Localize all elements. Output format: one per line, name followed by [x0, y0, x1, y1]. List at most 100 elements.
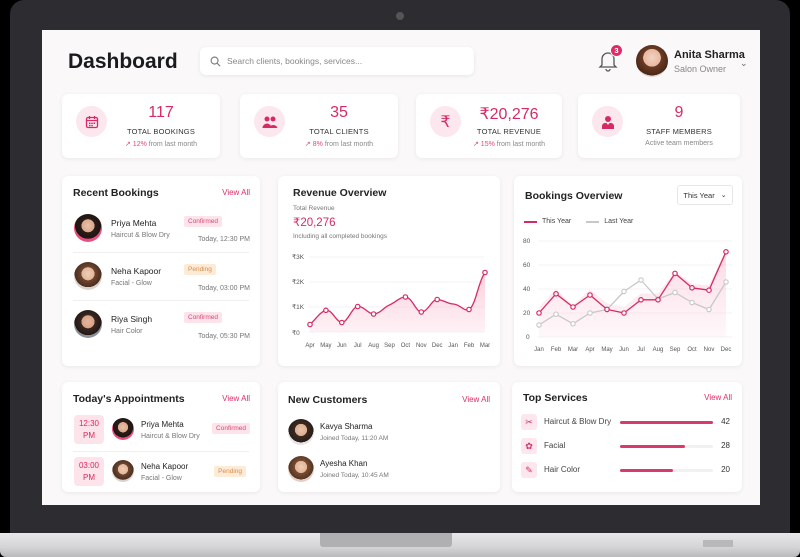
svg-text:Feb: Feb: [464, 343, 475, 349]
revenue-area-chart[interactable]: ₹3K ₹2K ₹1K ₹0 Apr May Jun Jul Aug Sep Oct Nov D…: [278, 244, 500, 356]
users-icon: [254, 106, 285, 137]
laptop-base: [0, 533, 800, 557]
svg-text:Jun: Jun: [619, 347, 629, 353]
service-bar: [620, 421, 713, 424]
svg-text:May: May: [320, 343, 331, 349]
svg-text:Oct: Oct: [401, 343, 411, 349]
service-bar: [620, 445, 713, 448]
service-name: Facial - Glow: [111, 280, 152, 287]
stat-card-clients: 35 TOTAL CLIENTS ↗ 8% from last month: [240, 94, 398, 158]
bookings-overview-card: Bookings Overview This Year ⌄ This Year L…: [514, 176, 742, 366]
card-title: Revenue Overview: [293, 187, 387, 199]
svg-text:Dec: Dec: [721, 347, 732, 353]
scissors-icon: ✂: [521, 414, 537, 430]
divider: [73, 451, 249, 452]
svg-text:May: May: [601, 347, 612, 353]
legend-swatch-this-year: [524, 220, 537, 223]
y-tick: ₹2K: [292, 278, 305, 286]
svg-text:0: 0: [526, 334, 530, 341]
svg-text:Aug: Aug: [368, 343, 379, 349]
stat-change: ↗ 12% from last month: [62, 140, 220, 148]
view-all-link[interactable]: View All: [222, 394, 250, 403]
card-title: Today's Appointments: [73, 393, 185, 405]
svg-text:Jan: Jan: [448, 343, 458, 349]
divider: [73, 300, 249, 301]
status-badge: Confirmed: [184, 312, 222, 323]
facial-icon: ✿: [521, 438, 537, 454]
indicator-led: [703, 540, 733, 547]
service-bar-fill: [620, 421, 713, 424]
stat-change-pct: 8%: [312, 141, 323, 148]
view-all-link[interactable]: View All: [222, 188, 250, 197]
svg-text:Apr: Apr: [305, 343, 314, 349]
stat-change: ↗ 15% from last month: [416, 140, 562, 148]
svg-text:Feb: Feb: [551, 347, 562, 353]
service-count: 20: [721, 465, 730, 474]
svg-text:Mar: Mar: [480, 343, 490, 349]
stat-value: 9: [674, 104, 684, 121]
booking-time: Today, 12:30 PM: [197, 236, 250, 243]
status-badge: Pending: [184, 264, 216, 275]
svg-text:Oct: Oct: [687, 347, 697, 353]
stat-change: ↗ 8% from last month: [240, 140, 398, 148]
svg-text:40: 40: [523, 286, 531, 293]
avatar: [288, 456, 314, 482]
svg-text:Sep: Sep: [670, 347, 681, 353]
view-all-link[interactable]: View All: [704, 393, 732, 402]
user-name[interactable]: Anita Sharma: [674, 49, 745, 61]
avatar: [112, 460, 134, 482]
staff-icon: [592, 106, 623, 137]
svg-text:Sep: Sep: [384, 343, 395, 349]
stat-change-pct: 15%: [480, 141, 495, 148]
webcam: [396, 12, 404, 20]
trend-up-icon: ↗: [304, 141, 313, 148]
revenue-overview-card: Revenue Overview Total Revenue ₹20,276 I…: [278, 176, 500, 366]
svg-text:Aug: Aug: [653, 347, 664, 353]
trend-up-icon: ↗: [124, 141, 133, 148]
service-name: Facial - Glow: [141, 475, 182, 482]
legend-label: Last Year: [604, 218, 634, 225]
stat-label: TOTAL BOOKINGS: [126, 127, 196, 136]
avatar: [74, 262, 102, 290]
client-name: Priya Mehta: [111, 218, 157, 228]
svg-text:Jun: Jun: [337, 343, 347, 349]
revenue-subtitle: Total Revenue: [293, 205, 335, 212]
client-name: Neha Kapoor: [141, 462, 189, 471]
avatar: [74, 214, 102, 242]
stat-value: 117: [148, 104, 174, 121]
service-name: Haircut & Blow Dry: [544, 417, 612, 426]
new-customers-card: New Customers View All Kavya Sharma Join…: [278, 382, 500, 492]
revenue-value: ₹20,276: [293, 217, 336, 229]
y-tick: ₹3K: [292, 253, 305, 261]
legend-label: This Year: [542, 218, 572, 225]
rupee-icon: ₹: [430, 106, 461, 137]
service-count: 42: [721, 417, 730, 426]
divider: [73, 252, 249, 253]
svg-text:Jul: Jul: [354, 343, 362, 349]
search-input[interactable]: Search clients, bookings, services...: [200, 47, 474, 75]
card-title: Bookings Overview: [525, 190, 623, 202]
revenue-note: Including all completed bookings: [293, 233, 387, 240]
stat-card-bookings: 117 TOTAL BOOKINGS ↗ 12% from last month: [62, 94, 220, 158]
stat-change-text: from last month: [148, 141, 198, 148]
avatar: [288, 419, 314, 445]
stat-card-revenue: ₹ ₹20,276 TOTAL REVENUE ↗ 15% from last …: [416, 94, 562, 158]
booking-time: Today, 03:00 PM: [197, 285, 250, 292]
svg-text:Dec: Dec: [432, 343, 443, 349]
joined-time: Joined Today, 10:45 AM: [320, 472, 389, 479]
service-name: Hair Color: [544, 465, 581, 474]
search-placeholder: Search clients, bookings, services...: [227, 56, 363, 66]
chevron-down-icon[interactable]: ⌄: [740, 58, 748, 68]
stat-value: 35: [330, 104, 348, 121]
view-all-link[interactable]: View All: [462, 395, 490, 404]
y-tick: ₹0: [292, 329, 300, 337]
user-avatar[interactable]: [636, 45, 668, 77]
stat-label: TOTAL CLIENTS: [309, 127, 369, 136]
card-title: New Customers: [288, 394, 368, 406]
bookings-line-chart[interactable]: 80 60 40 20 0 Jan Feb Mar Apr May Jun Jul Aug Sep Oct…: [514, 232, 742, 360]
period-dropdown[interactable]: This Year ⌄: [677, 185, 733, 205]
time-ampm: PM: [83, 473, 95, 482]
service-bar: [620, 469, 713, 472]
service-name: Haircut & Blow Dry: [111, 232, 170, 239]
customer-name: Ayesha Khan: [320, 459, 368, 468]
